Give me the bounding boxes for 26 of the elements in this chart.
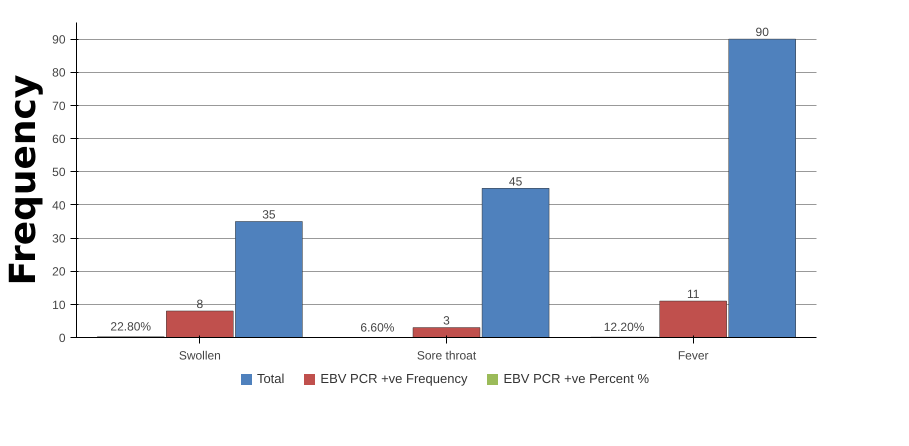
legend-label: EBV PCR +ve Percent % [502, 370, 650, 388]
data-label: 90 [756, 25, 770, 40]
y-tick-label: 70 [52, 98, 66, 113]
y-tick-label: 30 [52, 232, 66, 246]
y-tick-label: 40 [52, 198, 66, 212]
y-tick-label: 50 [52, 165, 66, 180]
x-tick-label: Fever [678, 348, 709, 362]
data-label: 11 [686, 287, 700, 302]
y-tick-label: 90 [52, 32, 66, 47]
data-label: 3 [443, 314, 450, 328]
y-axis-title: Frequency [3, 74, 44, 286]
data-label: 6.60% [360, 320, 395, 334]
data-label: 45 [508, 174, 523, 188]
data-label: 35 [262, 207, 276, 222]
y-tick-label: 20 [52, 264, 66, 279]
data-label: 8 [196, 296, 204, 311]
y-tick-label: 10 [52, 298, 66, 312]
data-label: 12.20% [604, 320, 645, 334]
y-tick-label: 80 [52, 66, 66, 80]
legend-label: EBV PCR +ve Frequency [319, 370, 468, 388]
x-tick-label: Sore throat [416, 348, 477, 362]
legend-label: Total [256, 370, 284, 388]
y-tick-label: 60 [52, 132, 66, 146]
data-label: 22.80% [110, 320, 152, 334]
x-tick-label: Swollen [178, 348, 221, 362]
y-tick-label: 0 [58, 331, 66, 345]
